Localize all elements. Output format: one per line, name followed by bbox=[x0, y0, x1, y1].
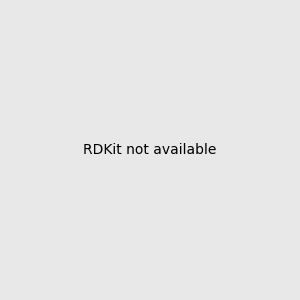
Text: RDKit not available: RDKit not available bbox=[83, 143, 217, 157]
